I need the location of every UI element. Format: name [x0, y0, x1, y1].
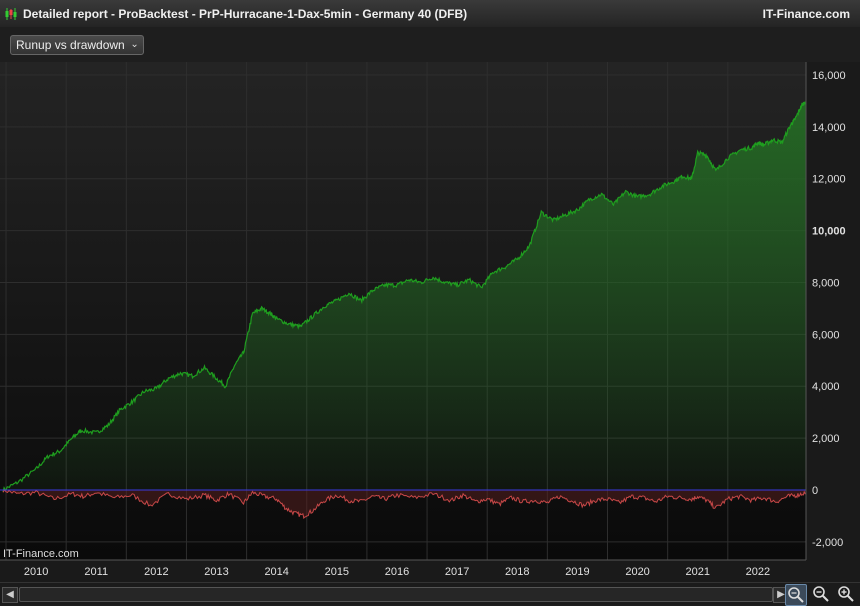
horizontal-scrollbar[interactable]: ◀ ▶ [0, 582, 860, 606]
y-tick-label: 12,000 [812, 174, 846, 186]
x-tick-label: 2019 [565, 566, 589, 578]
x-tick-label: 2022 [746, 566, 770, 578]
x-tick-label: 2017 [445, 566, 469, 578]
chevron-down-icon: ⌄ [130, 39, 139, 50]
toolbar: Runup vs drawdown ⌄ [0, 27, 860, 62]
x-tick-label: 2010 [24, 566, 48, 578]
chart-area[interactable]: 2010 2011 2012 2013 2014 2015 2016 2017 2018 2019… [0, 62, 860, 582]
y-tick-label: 6,000 [812, 329, 840, 341]
x-tick-label: 2016 [385, 566, 409, 578]
runup-area [3, 100, 806, 493]
runup-line [2, 100, 807, 493]
x-tick-label: 2012 [144, 566, 168, 578]
y-tick-label: 2,000 [812, 433, 840, 445]
y-tick-label: 8,000 [812, 277, 840, 289]
y-tick-label: 10,000 [812, 226, 846, 238]
title-bar: Detailed report - ProBacktest - PrP-Hurr… [0, 0, 860, 28]
magnifier-reset-icon[interactable] [785, 584, 807, 606]
x-tick-label: 2021 [685, 566, 709, 578]
zoom-out-icon[interactable] [811, 584, 831, 604]
y-tick-label: 4,000 [812, 381, 840, 393]
x-tick-label: 2013 [204, 566, 228, 578]
window-title: Detailed report - ProBacktest - PrP-Hurr… [23, 6, 468, 21]
x-axis-panel [0, 560, 860, 582]
y-tick-label: 0 [812, 485, 818, 497]
y-axis-panel [806, 62, 860, 582]
brand-label: IT-Finance.com [762, 6, 850, 21]
x-tick-label: 2020 [625, 566, 649, 578]
watermark: IT-Finance.com [3, 548, 79, 560]
zoom-in-icon[interactable] [836, 584, 856, 604]
chevron-left-icon[interactable]: ◀ [2, 587, 18, 603]
y-tick-label: -2,000 [812, 537, 843, 549]
x-tick-label: 2011 [84, 566, 108, 578]
candlestick-chart-icon [5, 7, 17, 20]
x-tick-label: 2015 [325, 566, 349, 578]
runup-drawdown-chart[interactable]: 2010 2011 2012 2013 2014 2015 2016 2017 2018 2019… [0, 62, 860, 582]
x-tick-label: 2014 [264, 566, 288, 578]
drawdown-area [3, 490, 806, 519]
x-tick-label: 2018 [505, 566, 529, 578]
view-select-value: Runup vs drawdown [16, 38, 125, 52]
view-select[interactable]: Runup vs drawdown ⌄ [10, 35, 144, 55]
drawdown-line [2, 489, 807, 520]
scroll-track[interactable] [19, 587, 773, 602]
y-tick-label: 16,000 [812, 70, 846, 82]
y-tick-label: 14,000 [812, 122, 846, 134]
